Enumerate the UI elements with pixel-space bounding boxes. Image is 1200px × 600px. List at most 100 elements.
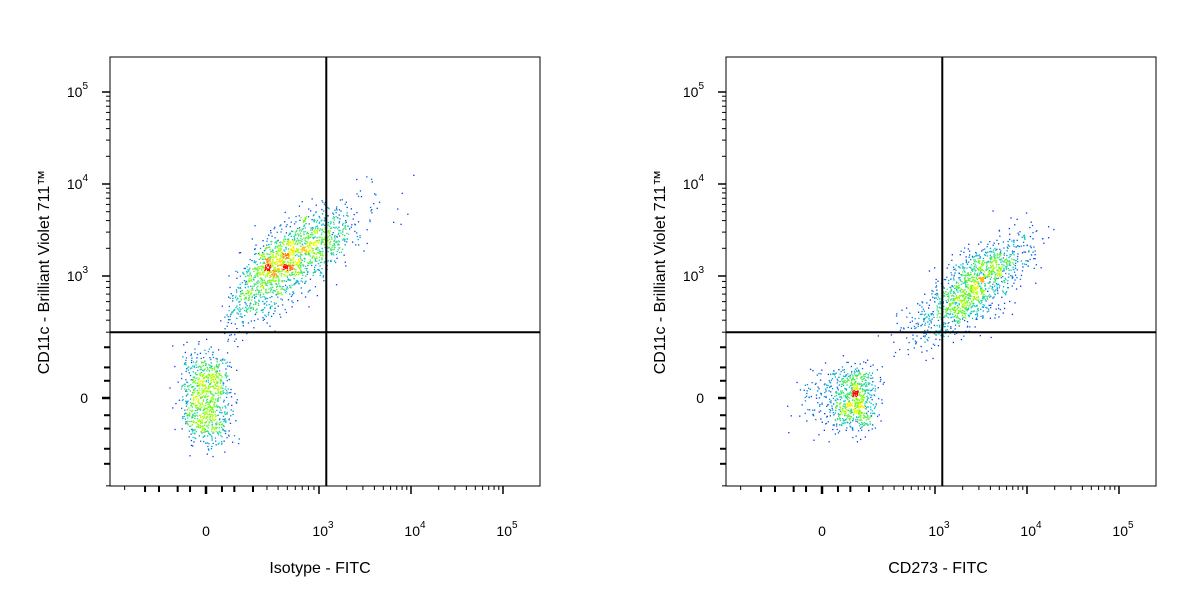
event-dot [203,391,206,393]
event-dot [994,247,996,250]
plot-frame [109,56,541,487]
event-dot [810,395,812,398]
event-dot [1003,307,1006,310]
event-dot [227,340,229,342]
event-dot [324,243,326,245]
event-dot [217,367,219,369]
event-dot [318,222,321,224]
event-dot [975,287,977,289]
event-dot [954,288,956,290]
event-dot [199,365,201,368]
event-dot [298,274,300,276]
event-dot [299,260,301,262]
event-dot [285,255,287,257]
event-dot [978,266,980,269]
event-dot [186,385,189,387]
event-dot [936,298,939,301]
event-dot [823,429,825,431]
event-dot [318,256,321,258]
event-dot [185,402,187,404]
event-dot [948,322,950,324]
event-dot [250,279,252,282]
event-dot [191,416,193,419]
event-dot [324,240,326,242]
event-dot [291,250,294,252]
event-dot [854,384,856,386]
event-dot [186,413,188,415]
event-dot [201,365,203,367]
event-dot [847,415,849,417]
event-dot [1011,275,1013,277]
event-dot [260,254,262,256]
event-dot [271,270,274,272]
event-dot [852,376,854,378]
event-dot [315,244,318,246]
event-dot [324,237,326,240]
event-dot [342,229,344,231]
event-dot [928,326,930,328]
event-dot [956,281,958,283]
event-dot [930,314,932,316]
event-dot [855,435,857,437]
event-dot [213,376,216,378]
event-dot [254,274,256,277]
event-dot [936,316,938,318]
event-dot [854,409,856,411]
event-dot [949,308,951,311]
event-dot [240,313,242,315]
event-dot [288,263,290,266]
y-tick-label: 0 [80,390,88,406]
event-dot [855,418,857,421]
event-dot [815,382,817,385]
event-dot [311,262,313,264]
event-dot [854,395,856,397]
event-dot [1017,232,1019,234]
event-dot [854,400,856,402]
event-dot [205,375,207,378]
event-dot [321,268,323,270]
event-dot [976,286,978,288]
event-dot [980,271,982,273]
event-dot [957,287,960,290]
event-dot [1024,237,1026,239]
event-dot [874,406,876,408]
event-dot [300,287,302,289]
event-dot [334,234,336,237]
event-dot [287,270,289,272]
event-dot [266,304,268,306]
event-dot [1002,241,1004,243]
event-dot [208,414,210,416]
event-dot [207,427,209,429]
event-dot [239,310,241,312]
event-dot [978,274,980,276]
event-dot [337,217,339,219]
event-dot [996,288,998,290]
event-dot [262,265,264,268]
event-dot [923,310,926,312]
event-dot [865,372,867,375]
event-dot [955,285,958,287]
event-dot [955,316,957,318]
event-dot [1006,254,1008,257]
event-dot [215,357,217,360]
event-dot [958,266,960,268]
event-dot [215,398,217,400]
event-dot [829,385,832,388]
event-dot [833,373,835,375]
y-axis-minor-ticks [718,91,726,487]
event-dot [195,373,197,376]
event-dot [314,232,316,234]
event-dot [215,430,217,433]
event-dot [992,244,994,246]
event-dot [989,257,991,259]
event-dot [275,254,278,256]
event-dot [207,445,209,448]
event-dot [287,262,289,264]
event-dot [258,265,260,268]
event-dot [954,285,956,287]
event-dot [839,403,841,405]
event-dot [912,334,914,336]
x-axis-label: CD273 - FITC [888,560,988,577]
event-dot [312,244,315,246]
event-dot [193,421,195,424]
